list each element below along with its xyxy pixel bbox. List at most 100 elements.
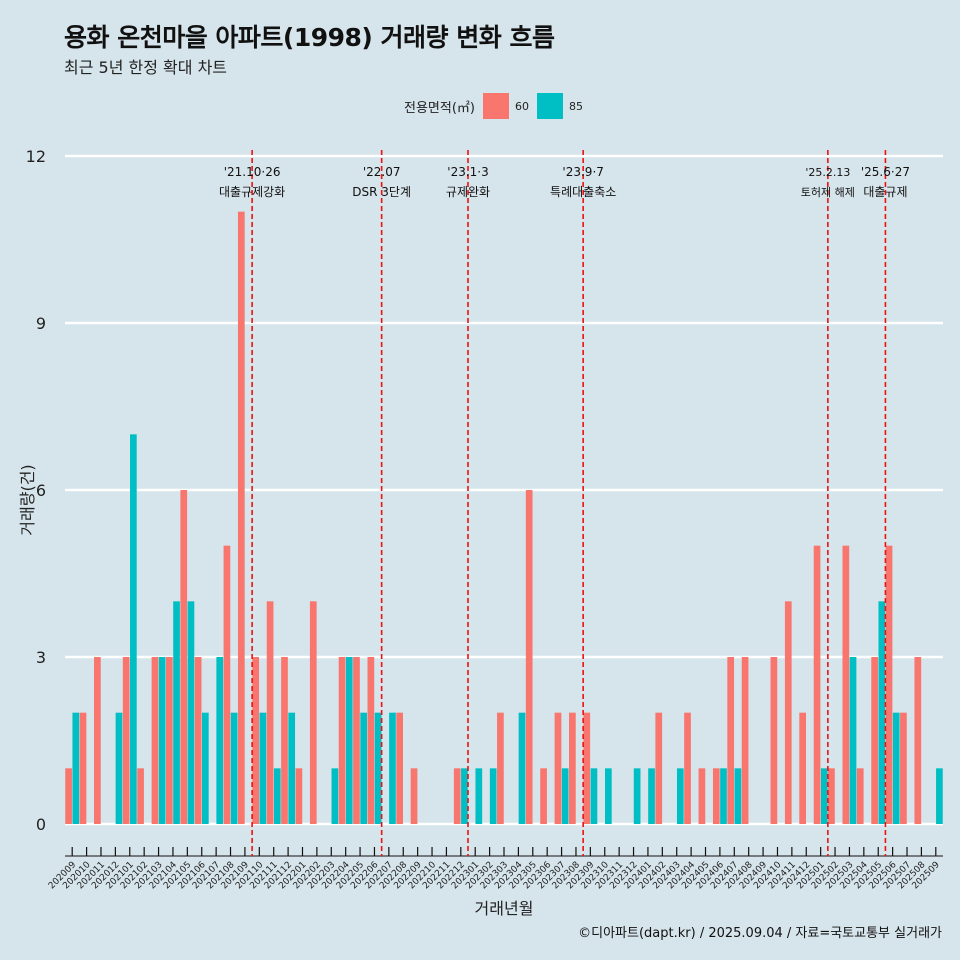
bar-85-202012 (115, 712, 123, 824)
bar-85-202205 (360, 712, 368, 824)
bar-60-202405 (698, 768, 706, 824)
bar-85-202112 (288, 712, 296, 824)
bar-85-202503 (849, 657, 857, 824)
event-date-6: '25.6·27 (861, 165, 910, 179)
bar-60-202505 (871, 657, 878, 824)
chart-subtitle: 최근 5년 한정 확대 차트 (64, 58, 228, 77)
bar-60-202306 (540, 768, 547, 824)
bar-60-202208 (396, 712, 403, 824)
y-tick-label-9: 9 (36, 314, 46, 333)
legend-key-60 (482, 93, 509, 119)
event-date-5: '25.2.13 (805, 166, 850, 179)
y-tick-label-3: 3 (36, 648, 46, 667)
bar-60-202504 (856, 768, 864, 824)
bar-60-202309 (583, 712, 591, 824)
bar-60-202501 (813, 545, 821, 824)
bar-85-202304 (518, 712, 526, 824)
bar-85-202207 (389, 712, 396, 824)
bar-85-202212 (461, 768, 468, 824)
bar-60-202108 (223, 545, 231, 824)
bar-85-202106 (201, 712, 209, 824)
bar-60-202508 (914, 657, 922, 824)
bar-85-202401 (648, 768, 655, 824)
bar-60-202105 (180, 490, 188, 824)
bar-60-202206 (367, 657, 375, 824)
bar-85-202501 (820, 768, 828, 824)
bar-60-202410 (770, 657, 778, 824)
bar-85-202505 (878, 601, 886, 824)
bar-60-202103 (151, 657, 159, 824)
bar-85-202110 (259, 712, 267, 824)
bar-85-202406 (720, 768, 727, 824)
bar-60-202407 (727, 657, 735, 824)
event-label-1: 대출규제강화 (219, 185, 285, 199)
bar-85-202203 (331, 768, 339, 824)
bar-60-202101 (122, 657, 130, 824)
event-date-1: '21.10·26 (224, 165, 281, 179)
bar-85-202111 (273, 768, 281, 824)
bar-85-202206 (374, 712, 382, 824)
bar-60-202009 (65, 768, 72, 824)
bar-60-202212 (453, 768, 461, 824)
bar-60-202010 (79, 712, 87, 824)
bar-85-202105 (187, 601, 195, 824)
legend-key-85 (536, 93, 563, 119)
event-date-4: '23.9·7 (562, 165, 603, 179)
bar-60-202011 (94, 657, 101, 824)
bar-60-202307 (554, 712, 562, 824)
bar-60-202104 (166, 657, 173, 824)
bar-60-202404 (684, 712, 691, 824)
bar-85-202009 (72, 712, 80, 824)
bar-85-202403 (676, 768, 684, 824)
bar-85-202309 (590, 768, 598, 824)
event-label-3: 규제완화 (446, 185, 490, 199)
bar-60-202305 (525, 490, 533, 824)
legend-title: 전용면적(㎡) (404, 100, 475, 116)
bar-60-202106 (194, 657, 202, 824)
bar-85-202312 (633, 768, 641, 824)
bar-60-202110 (252, 657, 260, 824)
bar-60-202204 (338, 657, 346, 824)
bar-60-202406 (712, 768, 720, 824)
bar-60-202205 (353, 657, 360, 824)
bar-60-202308 (569, 712, 576, 824)
bar-60-202209 (410, 768, 418, 824)
bar-60-202503 (842, 545, 850, 824)
y-tick-label-12: 12 (26, 147, 46, 166)
legend: 전용면적(㎡) 60 85 (404, 93, 591, 119)
event-label-5: 토허제 해제 (801, 185, 855, 199)
bar-60-202402 (655, 712, 663, 824)
source-caption: ©디아파트(dapt.kr) / 2025.09.04 / 자료=국토교통부 실… (578, 926, 942, 941)
bar-85-202103 (158, 657, 166, 824)
bar-85-202107 (216, 657, 224, 824)
bar-60-202102 (137, 768, 144, 824)
y-axis-title: 거래량(건) (18, 464, 37, 535)
bar-60-202506 (885, 545, 893, 824)
bar-85-202204 (345, 657, 353, 824)
bar-85-202407 (734, 768, 742, 824)
legend-label-85: 85 (568, 99, 583, 113)
chart-title: 용화 온천마을 아파트(1998) 거래량 변화 흐름 (64, 23, 555, 52)
bar-85-202310 (605, 768, 612, 824)
bar-60-202507 (900, 712, 907, 824)
bar-60-202502 (828, 768, 835, 824)
event-label-4: 특례대출축소 (550, 185, 616, 199)
bar-85-202307 (561, 768, 569, 824)
bar-60-202201 (295, 768, 303, 824)
event-label-6: 대출규제 (863, 185, 907, 199)
bar-85-202101 (130, 434, 137, 824)
event-date-2: '22.07 (363, 165, 401, 179)
bar-85-202301 (475, 768, 483, 824)
event-label-2: DSR 3단계 (352, 185, 411, 199)
bar-85-202509 (936, 768, 943, 824)
bar-60-202109 (237, 211, 245, 824)
bar-85-202104 (173, 601, 180, 824)
bar-60-202412 (799, 712, 807, 824)
x-axis-title: 거래년월 (475, 899, 534, 918)
bar-85-202506 (892, 712, 900, 824)
bar-85-202108 (230, 712, 238, 824)
bar-60-202111 (266, 601, 274, 824)
event-date-3: '23.1·3 (447, 165, 488, 179)
bar-60-202408 (741, 657, 749, 824)
